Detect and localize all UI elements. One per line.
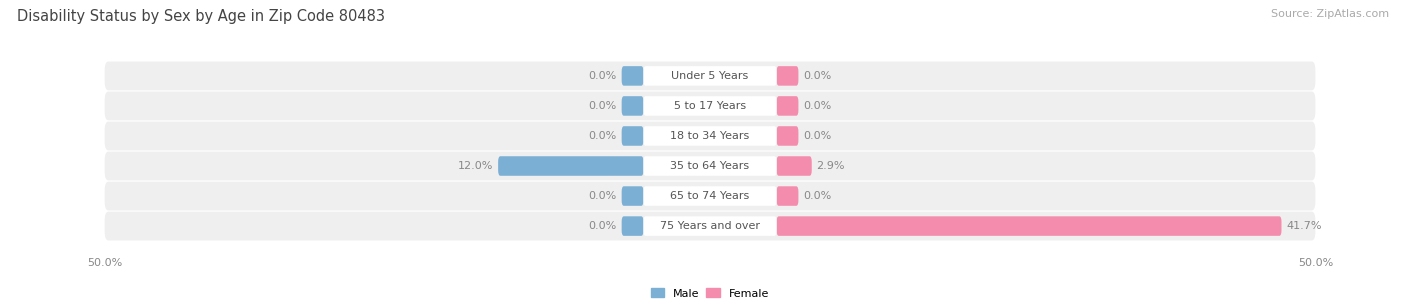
FancyBboxPatch shape	[776, 126, 799, 146]
Text: 0.0%: 0.0%	[803, 191, 831, 201]
Text: 12.0%: 12.0%	[458, 161, 494, 171]
FancyBboxPatch shape	[104, 62, 1316, 90]
FancyBboxPatch shape	[621, 96, 644, 116]
FancyBboxPatch shape	[621, 66, 644, 86]
FancyBboxPatch shape	[644, 186, 776, 206]
Text: Disability Status by Sex by Age in Zip Code 80483: Disability Status by Sex by Age in Zip C…	[17, 9, 385, 24]
FancyBboxPatch shape	[104, 212, 1316, 240]
FancyBboxPatch shape	[776, 66, 799, 86]
FancyBboxPatch shape	[776, 156, 811, 176]
Text: 18 to 34 Years: 18 to 34 Years	[671, 131, 749, 141]
FancyBboxPatch shape	[104, 92, 1316, 120]
FancyBboxPatch shape	[104, 122, 1316, 150]
Text: 41.7%: 41.7%	[1286, 221, 1322, 231]
Text: 75 Years and over: 75 Years and over	[659, 221, 761, 231]
Text: 65 to 74 Years: 65 to 74 Years	[671, 191, 749, 201]
Text: 0.0%: 0.0%	[589, 191, 617, 201]
FancyBboxPatch shape	[644, 96, 776, 116]
FancyBboxPatch shape	[621, 216, 644, 236]
FancyBboxPatch shape	[644, 216, 776, 236]
Text: 0.0%: 0.0%	[589, 221, 617, 231]
Text: 0.0%: 0.0%	[803, 101, 831, 111]
FancyBboxPatch shape	[644, 126, 776, 146]
FancyBboxPatch shape	[644, 156, 776, 176]
FancyBboxPatch shape	[621, 126, 644, 146]
Text: 0.0%: 0.0%	[803, 71, 831, 81]
Text: Under 5 Years: Under 5 Years	[672, 71, 748, 81]
Text: 0.0%: 0.0%	[589, 131, 617, 141]
Text: 0.0%: 0.0%	[589, 101, 617, 111]
FancyBboxPatch shape	[644, 66, 776, 86]
Text: 5 to 17 Years: 5 to 17 Years	[673, 101, 747, 111]
Text: 35 to 64 Years: 35 to 64 Years	[671, 161, 749, 171]
FancyBboxPatch shape	[621, 186, 644, 206]
FancyBboxPatch shape	[776, 96, 799, 116]
Text: Source: ZipAtlas.com: Source: ZipAtlas.com	[1271, 9, 1389, 19]
FancyBboxPatch shape	[776, 186, 799, 206]
FancyBboxPatch shape	[498, 156, 644, 176]
FancyBboxPatch shape	[104, 182, 1316, 210]
FancyBboxPatch shape	[776, 216, 1281, 236]
Text: 0.0%: 0.0%	[589, 71, 617, 81]
Legend: Male, Female: Male, Female	[647, 284, 773, 303]
Text: 0.0%: 0.0%	[803, 131, 831, 141]
FancyBboxPatch shape	[104, 152, 1316, 181]
Text: 2.9%: 2.9%	[817, 161, 845, 171]
